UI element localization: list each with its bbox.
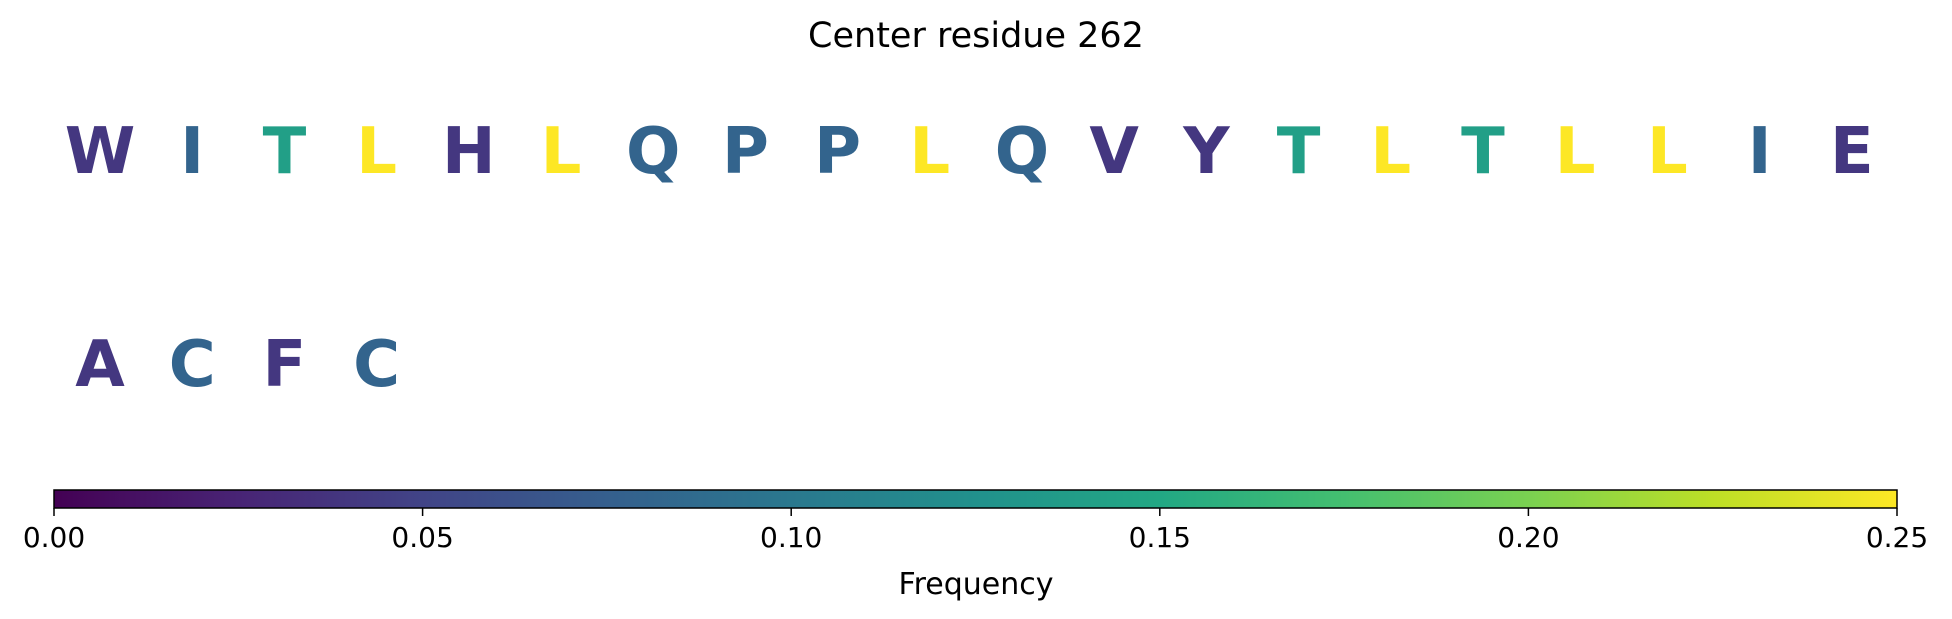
residue-letter: L	[1370, 115, 1411, 189]
colorbar-tick-label: 0.05	[391, 521, 453, 554]
colorbar-tick-label: 0.00	[23, 521, 85, 554]
residue-letter: F	[263, 328, 307, 402]
colorbar-tick-label: 0.15	[1129, 521, 1191, 554]
residue-letter: Q	[626, 115, 680, 189]
residue-letter: T	[1461, 115, 1505, 189]
colorbar-label: Frequency	[899, 567, 1054, 602]
chart-title: Center residue 262	[808, 16, 1144, 56]
residue-letter: I	[180, 115, 204, 189]
residue-letter: L	[356, 115, 397, 189]
residue-letter: Q	[995, 115, 1049, 189]
residue-letter: T	[1277, 115, 1321, 189]
residue-logo: W I T L H L Q P P L Q V Y T L T L L I EA C F C	[65, 115, 1874, 402]
residue-letter: P	[814, 115, 861, 189]
residue-letter: A	[75, 328, 125, 402]
colorbar-gradient	[53, 489, 1898, 509]
colorbar: 0.00 0.05 0.10 0.15 0.20 0.25 Frequency	[23, 489, 1928, 602]
residue-letter: L	[1647, 115, 1688, 189]
residue-letter: C	[169, 328, 216, 402]
residue-letter: H	[442, 115, 496, 189]
residue-letter: Y	[1182, 115, 1230, 189]
residue-letter: C	[353, 328, 400, 402]
colorbar-tick-label: 0.25	[1866, 521, 1928, 554]
residue-letter: P	[722, 115, 769, 189]
colorbar-tick-label: 0.10	[760, 521, 822, 554]
residue-letter: I	[1748, 115, 1772, 189]
residue-letter: E	[1830, 115, 1874, 189]
residue-letter: L	[541, 115, 582, 189]
residue-letter: T	[263, 115, 307, 189]
colorbar-tick-label: 0.20	[1497, 521, 1559, 554]
residue-letter: L	[1555, 115, 1596, 189]
residue-letter: W	[65, 115, 136, 189]
colorbar-ticks: 0.00 0.05 0.10 0.15 0.20 0.25	[23, 508, 1928, 554]
residue-letter: L	[909, 115, 950, 189]
residue-letter: V	[1089, 115, 1139, 189]
